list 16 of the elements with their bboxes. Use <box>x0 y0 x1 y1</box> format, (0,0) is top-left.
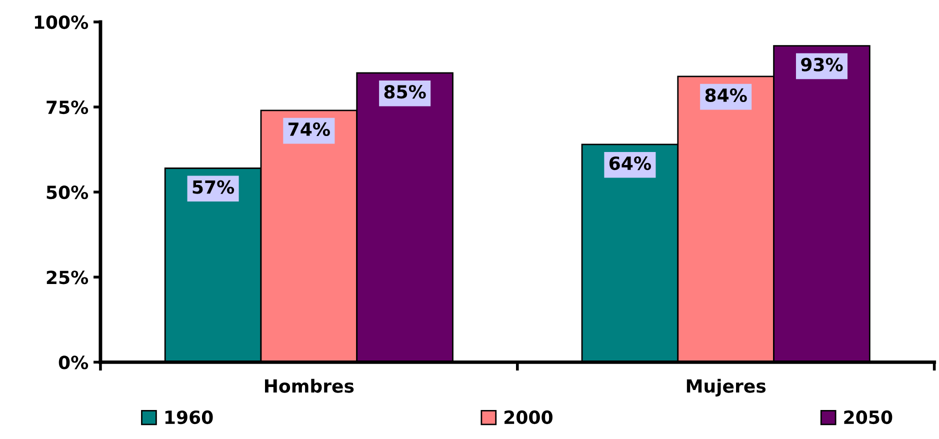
y-tick-label: 25% <box>46 270 88 284</box>
legend-label: 2000 <box>504 410 552 424</box>
legend-label: 2050 <box>844 410 892 424</box>
data-label: 93% <box>801 58 843 72</box>
data-label: 74% <box>288 122 330 136</box>
data-label: 64% <box>609 156 651 170</box>
y-tick-label: 75% <box>46 100 88 114</box>
data-label: 84% <box>705 88 747 102</box>
x-tick-label: Mujeres <box>686 378 766 396</box>
legend-label: 1960 <box>165 410 213 424</box>
x-tick-label: Hombres <box>265 378 354 393</box>
data-label: 57% <box>192 180 234 194</box>
y-tick-label: 0% <box>58 356 88 370</box>
data-label: 85% <box>384 84 426 99</box>
y-tick-label: 100% <box>34 15 88 30</box>
y-tick-label: 50% <box>46 186 88 200</box>
